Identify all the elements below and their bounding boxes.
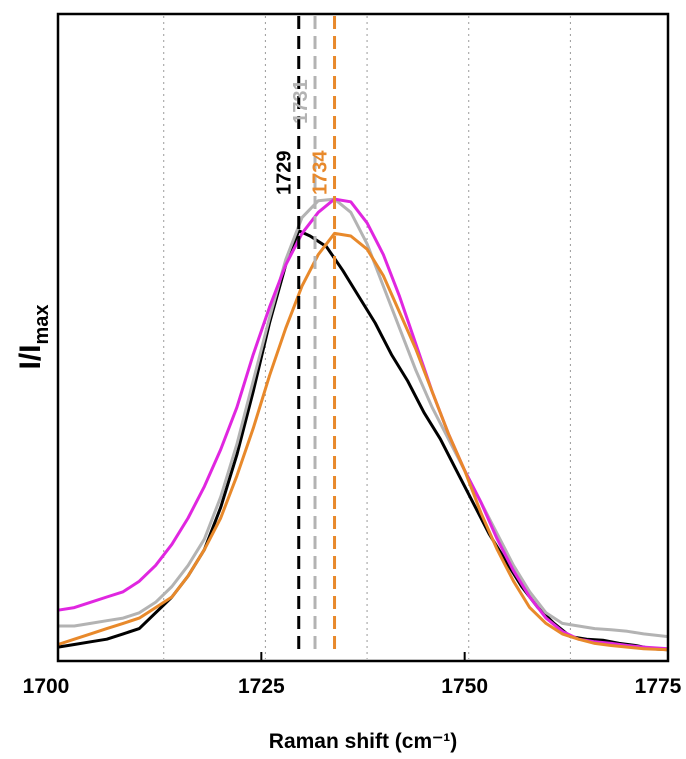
peak-marker-label-1: 1731 — [290, 79, 312, 124]
series-line-2 — [57, 197, 669, 651]
peak-markers: 1729 1731 1734 — [274, 16, 337, 655]
series-lines — [57, 197, 669, 652]
x-tick-label-3: 1775 — [635, 675, 682, 698]
y-axis-label-main: I/I — [14, 345, 47, 370]
plot-frame — [56, 12, 670, 663]
peak-marker-label-0: 1729 — [274, 151, 296, 196]
x-ticks: 1700 1725 1750 1775 — [23, 652, 682, 698]
y-axis-label: I/Imax — [14, 304, 53, 369]
x-axis-label: Raman shift (cm⁻¹) — [269, 730, 457, 753]
x-tick-label-1: 1725 — [238, 675, 285, 698]
y-axis-label-sub: max — [31, 304, 53, 344]
series-line-1 — [58, 197, 669, 639]
series-line-3 — [57, 231, 669, 652]
grid-lines — [163, 16, 571, 659]
x-tick-label-0: 1700 — [23, 675, 70, 698]
peak-marker-label-2: 1734 — [310, 150, 332, 195]
series-line-0 — [57, 229, 669, 652]
x-tick-label-2: 1750 — [441, 675, 488, 698]
